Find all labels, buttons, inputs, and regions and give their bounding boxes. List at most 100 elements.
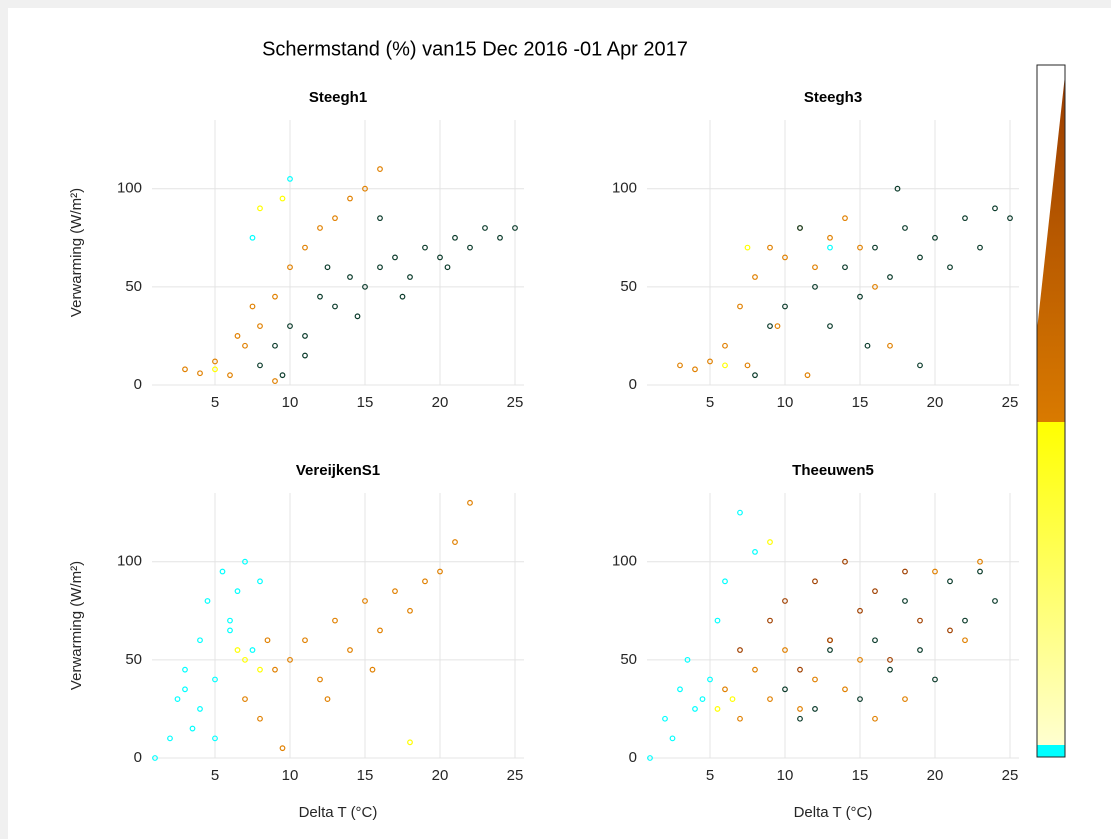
point xyxy=(752,274,758,280)
point xyxy=(699,696,706,703)
y-tick-label: 50 xyxy=(620,278,637,295)
point xyxy=(212,358,218,365)
point xyxy=(917,254,923,261)
x-tick-label: 10 xyxy=(282,767,299,784)
point xyxy=(399,293,406,300)
point xyxy=(369,666,376,673)
y-tick-label: 100 xyxy=(117,553,142,570)
point xyxy=(947,627,953,634)
point xyxy=(452,539,458,545)
point xyxy=(362,185,368,192)
point xyxy=(767,244,773,251)
point xyxy=(392,254,398,261)
point xyxy=(212,366,218,373)
point xyxy=(804,372,811,379)
point xyxy=(324,696,331,703)
point xyxy=(227,627,233,634)
point xyxy=(894,185,901,192)
x-tick-label: 25 xyxy=(507,767,524,784)
point xyxy=(962,637,968,644)
point xyxy=(377,627,383,634)
point xyxy=(977,558,983,565)
plot-area xyxy=(647,493,1019,758)
point xyxy=(302,352,308,359)
plot-area xyxy=(647,120,1019,385)
point xyxy=(917,647,923,653)
point xyxy=(242,342,248,349)
point xyxy=(977,244,983,251)
point xyxy=(227,372,233,379)
subplot: 5 10 15 20 25 0 50 100 Steegh3 xyxy=(612,89,1019,411)
point xyxy=(887,274,893,280)
point xyxy=(684,656,691,663)
point xyxy=(767,539,773,545)
point xyxy=(797,706,803,712)
point xyxy=(722,342,728,349)
y-tick-label: 0 xyxy=(134,376,142,393)
point xyxy=(197,706,203,712)
point xyxy=(812,283,818,290)
point xyxy=(287,175,293,182)
point xyxy=(467,499,473,506)
subplot-title: Theeuwen5 xyxy=(792,462,874,479)
point xyxy=(332,617,338,624)
point xyxy=(452,234,458,241)
point xyxy=(722,686,728,693)
point xyxy=(324,264,331,271)
point xyxy=(917,362,923,369)
plot-area xyxy=(152,493,524,758)
point xyxy=(857,244,863,251)
point xyxy=(774,323,781,330)
x-tick-label: 5 xyxy=(211,394,219,411)
point xyxy=(662,715,668,722)
point xyxy=(234,333,241,339)
point xyxy=(827,244,833,251)
point xyxy=(249,234,256,241)
point xyxy=(362,598,368,604)
point xyxy=(917,617,923,624)
point xyxy=(392,588,398,595)
point xyxy=(182,666,188,673)
x-tick-label: 15 xyxy=(852,767,869,784)
point xyxy=(992,598,998,604)
point xyxy=(302,244,308,251)
point xyxy=(902,696,908,703)
point xyxy=(767,696,773,703)
point xyxy=(234,588,241,595)
point xyxy=(242,696,248,703)
point xyxy=(729,696,736,703)
point xyxy=(407,274,413,280)
y-axis-label: Verwarming (W/m²) xyxy=(68,188,85,317)
point xyxy=(752,548,758,555)
point xyxy=(827,637,833,644)
y-tick-label: 100 xyxy=(612,180,637,197)
point xyxy=(219,568,226,575)
point xyxy=(197,637,203,644)
point xyxy=(947,578,953,585)
point xyxy=(257,323,263,330)
colorbar-band xyxy=(1037,75,1065,422)
main-title: Schermstand (%) van15 Dec 2016 -01 Apr 2… xyxy=(262,38,688,60)
colorbar xyxy=(1036,64,1066,758)
point xyxy=(332,215,338,222)
point xyxy=(279,745,286,752)
y-tick-label: 100 xyxy=(117,180,142,197)
point xyxy=(437,254,443,261)
point xyxy=(272,378,278,384)
point xyxy=(887,656,893,663)
point xyxy=(512,225,518,231)
point xyxy=(497,234,503,241)
point xyxy=(812,264,818,271)
point xyxy=(302,637,308,644)
point xyxy=(737,303,743,310)
point xyxy=(977,568,983,575)
point xyxy=(737,715,743,722)
y-tick-label: 0 xyxy=(134,749,142,766)
point xyxy=(377,166,383,172)
point xyxy=(782,254,788,261)
y-tick-label: 50 xyxy=(125,651,142,668)
point xyxy=(872,715,878,722)
point xyxy=(317,225,323,231)
